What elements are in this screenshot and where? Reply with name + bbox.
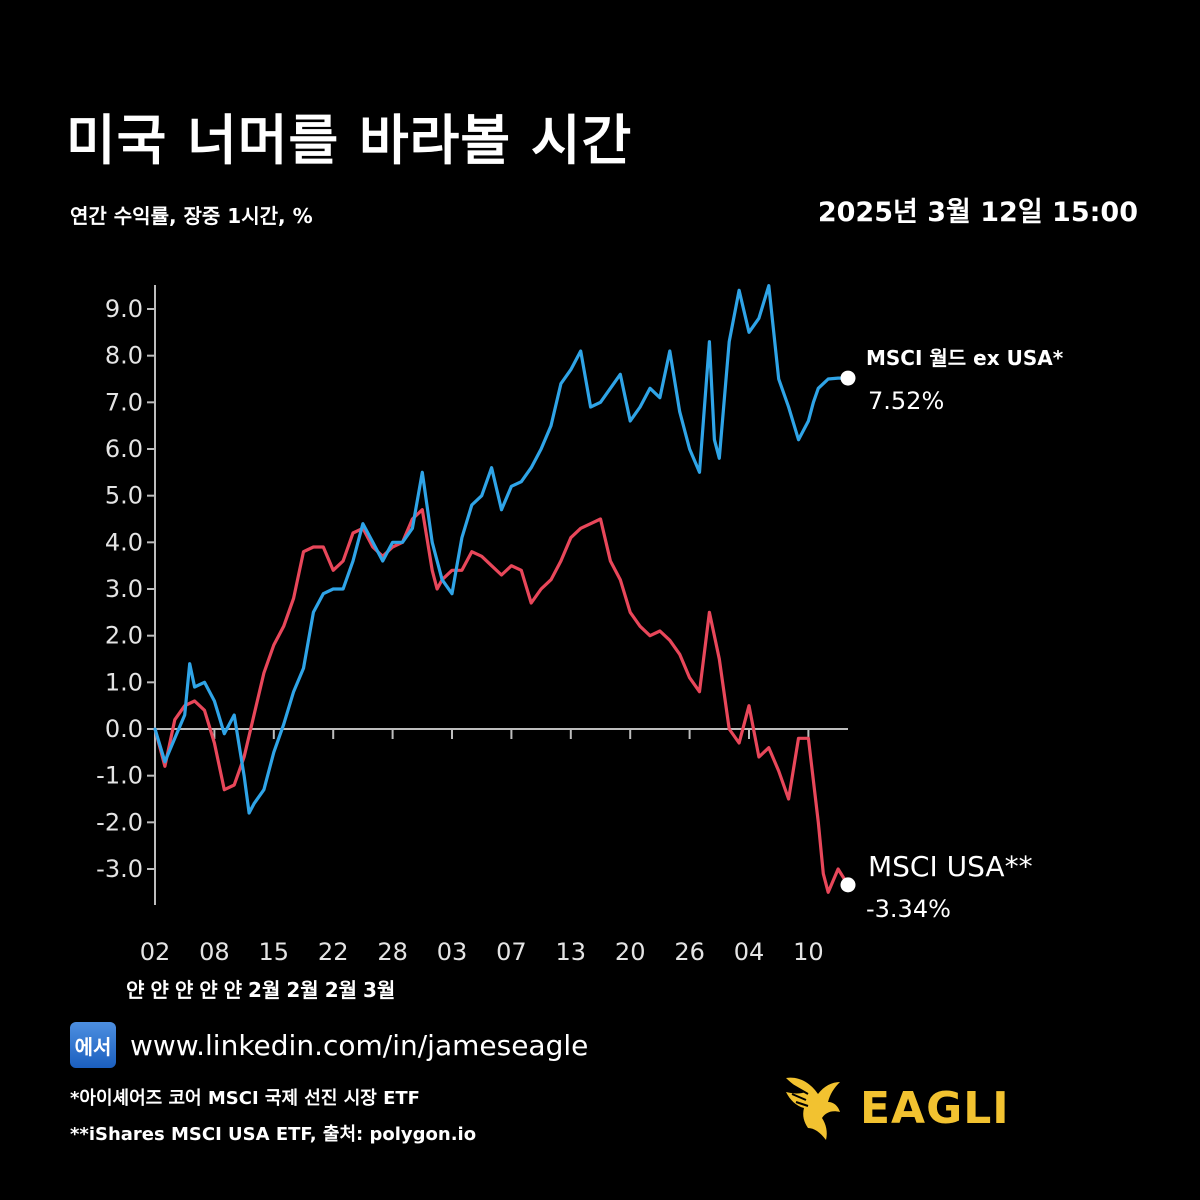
chart-subtitle: 연간 수익률, 장중 1시간, % [70,204,313,228]
x-tick-label: 08 [199,938,230,966]
eagle-icon [786,1077,840,1140]
footnote-world: *아이셰어즈 코어 MSCI 국제 선진 시장 ETF [70,1088,420,1109]
x-tick-label: 13 [556,938,587,966]
x-tick-label: 20 [615,938,646,966]
y-tick-label: 8.0 [105,342,143,370]
series-lines [153,284,850,894]
x-tick-label: 04 [734,938,765,966]
month-label: 얀 [126,978,145,1002]
x-tick-label: 02 [140,938,171,966]
chart-axes [154,285,848,905]
brand-name: EAGLI [860,1082,1010,1134]
x-tick-label: 03 [437,938,468,966]
page-title: 미국 너머를 바라볼 시간 [66,109,633,172]
x-axis-ticks: 02 08 15 22 28 03 07 13 20 26 04 10 [140,729,824,966]
y-axis-ticks: 9.0 8.0 7.0 6.0 5.0 4.0 3.0 2.0 1.0 0.0 -1.0 -2.0 -3… [96,295,155,883]
month-labels-row: 얀 얀 얀 얀 얀 2월 2월 2월 3월 [126,974,401,1003]
world-end-dot [840,370,856,386]
world-ex-usa-line [153,284,850,815]
month-label: 2월 [324,978,358,1002]
y-tick-label: 7.0 [105,388,143,416]
y-tick-label: 1.0 [105,668,143,696]
y-tick-label: -3.0 [96,855,143,883]
month-label: 얀 [199,978,218,1002]
world-series-value: 7.52% [868,387,944,415]
x-tick-label: 26 [674,938,705,966]
footnote-usa-source: **iShares MSCI USA ETF, 출처: polygon.io [70,1124,477,1145]
linkedin-icon: 에서 [70,1022,116,1068]
series-end-markers [840,370,856,893]
y-tick-label: -2.0 [96,808,143,836]
x-tick-label: 15 [259,938,290,966]
y-tick-label: 5.0 [105,482,143,510]
x-tick-label: 28 [377,938,408,966]
y-tick-label: 4.0 [105,528,143,556]
y-tick-label: 0.0 [105,715,143,743]
month-label: 얀 [174,978,194,1002]
y-tick-label: 9.0 [105,295,143,323]
world-series-name: MSCI 월드 ex USA* [866,346,1064,370]
month-label: 2월 [248,978,281,1002]
x-tick-label: 22 [318,938,349,966]
usa-line [153,508,850,894]
linkedin-credit[interactable]: 에서 www.linkedin.com/in/jameseagle [70,1022,588,1068]
usa-end-dot [840,877,856,893]
usa-series-name: MSCI USA** [868,850,1033,883]
brand-logo: EAGLI [782,1072,1010,1144]
x-tick-label: 07 [496,938,527,966]
y-tick-label: 2.0 [105,622,143,650]
month-label: 3월 [363,978,396,1002]
linkedin-url[interactable]: www.linkedin.com/in/jameseagle [130,1028,589,1062]
month-label: 얀 [150,978,169,1002]
month-label: 2월 [286,978,319,1002]
month-label: 얀 [223,978,243,1002]
y-tick-label: 3.0 [105,575,143,603]
usa-series-value: -3.34% [866,895,951,923]
timestamp: 2025년 3월 12일 15:00 [817,197,1138,228]
y-tick-label: -1.0 [96,762,143,790]
x-tick-label: 10 [793,938,824,966]
y-tick-label: 6.0 [105,435,143,463]
